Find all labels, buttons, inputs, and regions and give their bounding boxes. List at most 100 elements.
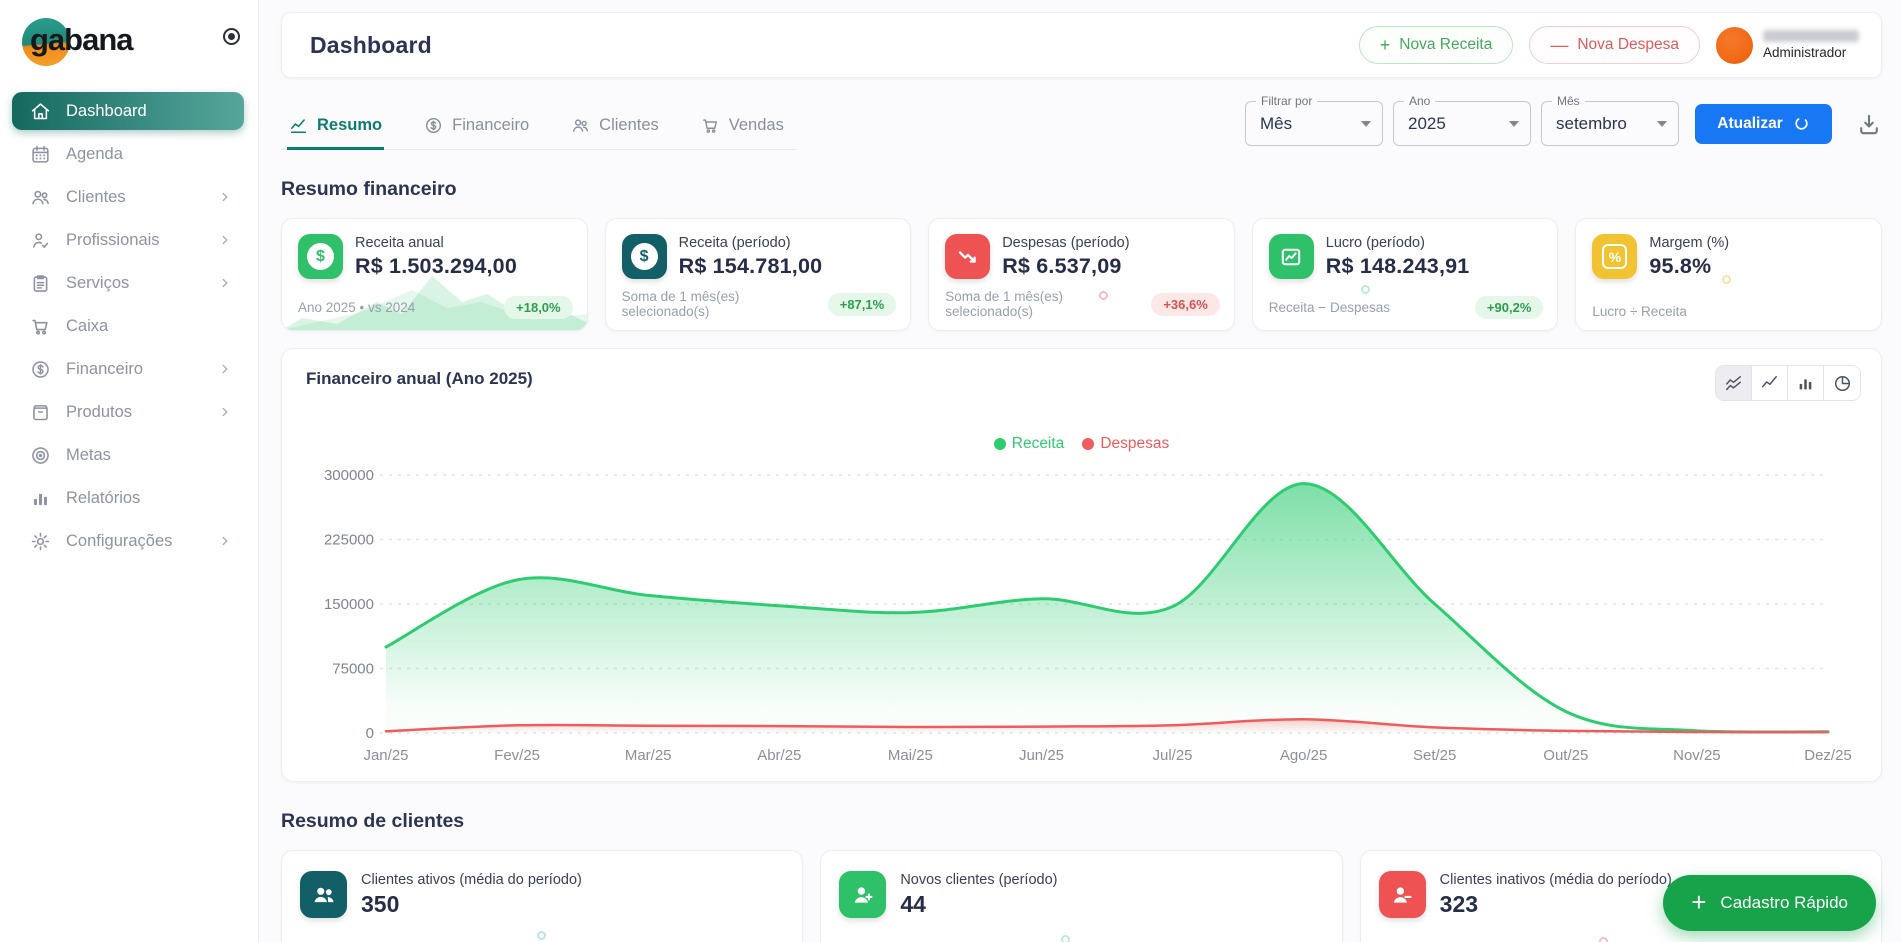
cart-icon	[702, 119, 717, 133]
tab-resumo[interactable]: Resumo	[287, 106, 385, 150]
decoration-dot	[1722, 275, 1732, 284]
chevron-down-icon	[1657, 121, 1667, 127]
new-income-button[interactable]: + Nova Receita	[1358, 26, 1514, 64]
people-icon	[573, 119, 589, 132]
filter-by-select[interactable]: Filtrar por Mês	[1245, 94, 1383, 146]
sidebar-item-produtos[interactable]: Produtos	[12, 393, 244, 431]
year-select[interactable]: Ano 2025	[1393, 94, 1531, 146]
sidebar-item-clientes[interactable]: Clientes	[12, 178, 244, 216]
sidebar-item-label: Caixa	[66, 316, 109, 335]
decoration-dot	[1598, 937, 1608, 942]
legend-item[interactable]: Receita	[993, 435, 1064, 453]
sidebar-item-servicos[interactable]: Serviços	[12, 264, 244, 302]
finance-cards-row: $ Receita anual R$ 1.503.294,00 Ano 2025…	[281, 218, 1882, 331]
chart-legend: Receita Despesas	[282, 435, 1881, 453]
sidebar-item-relatorios[interactable]: Relatórios	[12, 479, 244, 517]
legend-item[interactable]: Despesas	[1082, 435, 1169, 453]
page-title: Dashboard	[310, 31, 432, 58]
svg-text:Out/25: Out/25	[1543, 747, 1588, 764]
clients-cards-row: Clientes ativos (média do período) 350 N…	[281, 850, 1882, 942]
sidebar-item-dashboard[interactable]: Dashboard	[12, 92, 244, 130]
pie-chart-toggle[interactable]	[1824, 366, 1860, 400]
card-title: Clientes inativos (média do período)	[1439, 871, 1672, 888]
tab-clientes[interactable]: Clientes	[569, 106, 661, 150]
sidebar-item-label: Configurações	[66, 531, 173, 550]
update-button[interactable]: Atualizar	[1695, 103, 1832, 144]
sidebar-item-label: Clientes	[66, 187, 126, 206]
sidebar-item-metas[interactable]: Metas	[12, 436, 244, 474]
card-value: 44	[900, 890, 926, 917]
avatar[interactable]	[1716, 26, 1753, 64]
chevron-right-icon	[222, 235, 228, 245]
sidebar-item-caixa[interactable]: Caixa	[12, 307, 244, 345]
user-menu[interactable]: Administrador	[1716, 26, 1859, 64]
chevron-right-icon	[222, 407, 228, 417]
bar-chart-toggle[interactable]	[1788, 366, 1824, 400]
target-icon	[32, 446, 49, 464]
new-expense-button[interactable]: — Nova Despesa	[1529, 26, 1700, 64]
sidebar-item-label: Agenda	[66, 144, 123, 163]
legend-dot	[1082, 438, 1095, 450]
chart-canvas: 300000 225000 150000 75000 0 Jan/25 Fev/25 Mar/…	[324, 467, 1852, 764]
sidebar-item-label: Metas	[66, 445, 111, 464]
delta-badge: +36,6%	[1151, 292, 1220, 316]
dollar-circle-icon	[426, 117, 442, 134]
minus-icon: —	[1550, 35, 1569, 55]
sidebar-item-financeiro[interactable]: Financeiro	[12, 350, 244, 388]
chevron-right-icon	[222, 192, 228, 202]
annual-finance-chart-card: Financeiro anual (Ano 2025) Receita Desp…	[281, 348, 1882, 782]
tab-vendas[interactable]: Vendas	[699, 106, 786, 150]
svg-text:Abr/25: Abr/25	[757, 747, 801, 764]
card-title: Lucro (período)	[1325, 234, 1425, 251]
svg-text:Set/25: Set/25	[1413, 747, 1456, 764]
card-value: R$ 1.503.294,00	[355, 253, 517, 278]
bar-chart-icon	[34, 493, 47, 505]
card-despesas-periodo: Despesas (período) R$ 6.537,09 Soma de 1…	[928, 218, 1235, 331]
chevron-right-icon	[222, 364, 228, 374]
card-receita-periodo: $ Receita (período) R$ 154.781,00 Soma d…	[604, 218, 912, 331]
svg-text:Jul/25: Jul/25	[1152, 747, 1192, 764]
decoration-dot	[1099, 291, 1109, 300]
quick-register-button[interactable]: + Cadastro Rápido	[1663, 875, 1876, 931]
month-select[interactable]: Mês setembro	[1541, 94, 1679, 146]
sidebar-collapse-icon[interactable]	[223, 28, 240, 45]
people-icon	[32, 190, 49, 204]
chart-frame-icon	[1268, 234, 1314, 279]
card-subtitle: Ano 2025 • vs 2024	[298, 300, 416, 315]
svg-text:Ago/25: Ago/25	[1280, 747, 1328, 764]
app-logo[interactable]: gabana	[30, 22, 134, 57]
calendar-icon	[32, 145, 49, 163]
delta-badge: +87,1%	[827, 292, 897, 316]
sidebar-item-label: Financeiro	[66, 359, 144, 378]
svg-text:Dez/25: Dez/25	[1804, 747, 1852, 764]
card-title: Margem (%)	[1649, 234, 1730, 251]
line-chart-toggle[interactable]	[1752, 366, 1788, 400]
dollar-icon: $	[621, 234, 667, 279]
tab-financeiro[interactable]: Financeiro	[422, 106, 531, 150]
logo-row: gabana	[0, 0, 258, 74]
svg-text:Nov/25: Nov/25	[1673, 747, 1721, 764]
tab-bar: Resumo Financeiro Clientes Vendas	[281, 106, 796, 150]
sidebar-item-profissionais[interactable]: Profissionais	[12, 221, 244, 259]
card-title: Clientes ativos (média do período)	[361, 871, 582, 888]
person-plus-icon	[839, 871, 887, 918]
people-duo-icon	[300, 871, 347, 918]
user-role: Administrador	[1763, 45, 1847, 60]
dollar-icon: $	[298, 234, 343, 279]
sidebar-item-label: Relatórios	[66, 488, 141, 507]
decoration-dot	[1360, 285, 1370, 294]
user-name-redacted	[1763, 30, 1859, 42]
card-value: 95.8%	[1649, 253, 1712, 278]
svg-text:0: 0	[366, 725, 374, 742]
person-minus-icon	[1378, 871, 1426, 918]
main-content: Dashboard + Nova Receita — Nova Despesa …	[259, 0, 1901, 942]
decoration-dot	[537, 931, 546, 940]
card-novos-clientes: Novos clientes (período) 44	[820, 850, 1343, 942]
gear-icon	[31, 532, 50, 550]
area-chart[interactable]: 300000 225000 150000 75000 0 Jan/25 Fev/25 Mar/…	[306, 449, 1856, 769]
area-chart-toggle[interactable]	[1716, 366, 1752, 400]
sidebar-item-configuracoes[interactable]: Configurações	[12, 522, 244, 560]
sidebar-item-agenda[interactable]: Agenda	[12, 135, 244, 173]
card-value: R$ 6.537,09	[1002, 253, 1122, 278]
download-icon[interactable]	[1856, 111, 1882, 137]
